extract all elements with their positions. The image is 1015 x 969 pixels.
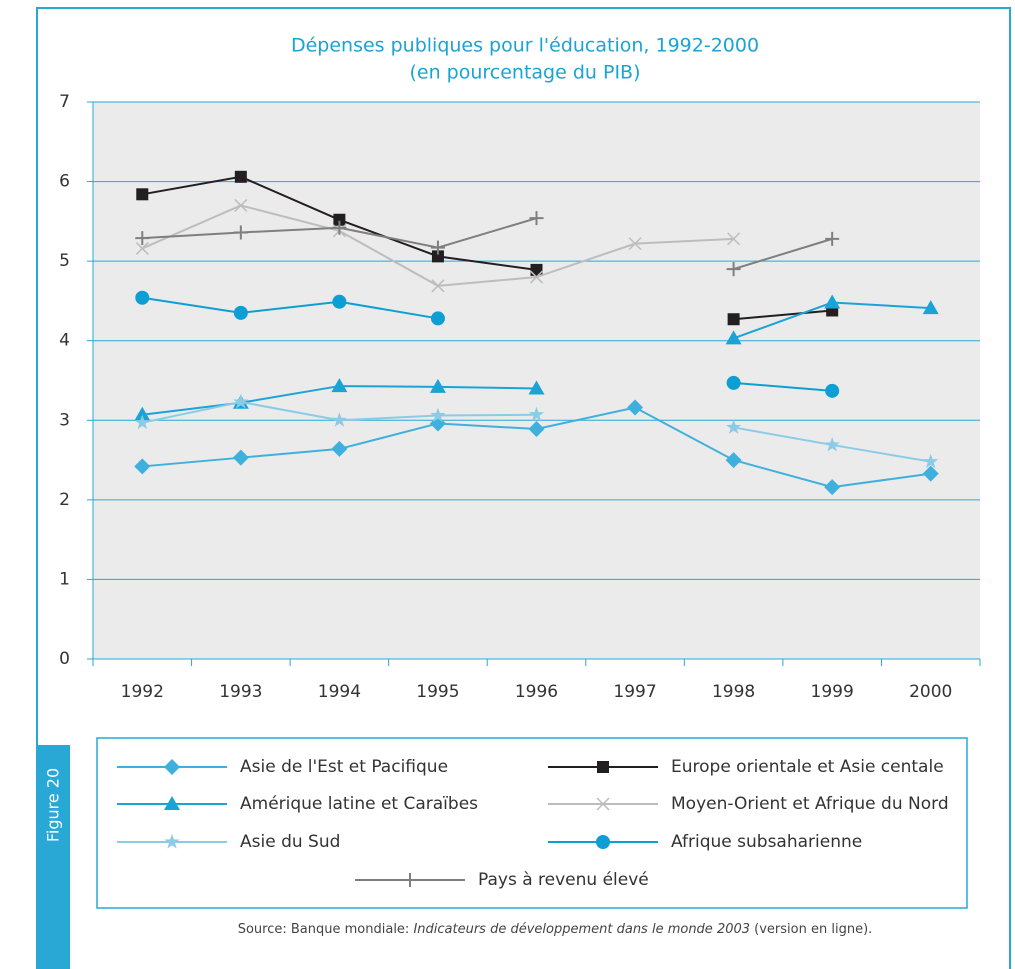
legend-label: Amérique latine et Caraïbes [240, 794, 478, 814]
marker [726, 375, 741, 390]
legend-label: Afrique subsaharienne [671, 832, 862, 852]
marker [429, 378, 446, 393]
x-tick-label: 1999 [811, 682, 854, 702]
marker [627, 399, 644, 416]
marker [529, 211, 544, 226]
x-tick-label: 1995 [416, 682, 459, 702]
marker [528, 406, 545, 422]
marker [331, 412, 347, 427]
marker [825, 231, 840, 246]
x-tick-label: 1994 [318, 682, 361, 702]
y-tick-label: 1 [59, 569, 70, 589]
marker [430, 407, 446, 422]
marker [332, 294, 347, 309]
x-tick-label: 1996 [515, 682, 558, 702]
y-tick-label: 2 [59, 490, 70, 510]
y-tick-label: 0 [59, 649, 70, 669]
marker [824, 437, 840, 452]
figure-box [37, 745, 70, 969]
marker [234, 170, 247, 183]
marker [134, 406, 151, 421]
marker [332, 220, 347, 235]
x-tick-label: 1993 [219, 682, 262, 702]
marker [164, 759, 180, 775]
marker [232, 449, 249, 466]
marker [725, 452, 742, 469]
marker [726, 419, 742, 434]
x-tick-label: 1997 [613, 682, 656, 702]
marker [727, 313, 740, 326]
marker [597, 761, 609, 773]
marker [164, 796, 180, 810]
y-tick-label: 3 [59, 410, 70, 430]
marker [725, 330, 742, 345]
marker [726, 262, 741, 277]
source-prefix: Source: Banque mondiale: [238, 922, 414, 937]
y-tick-label: 7 [59, 92, 70, 112]
marker [628, 237, 642, 251]
x-tick-label: 1992 [121, 682, 164, 702]
marker [824, 479, 841, 496]
series-line [142, 296, 833, 392]
y-tick-label: 5 [59, 251, 70, 271]
source-suffix: (version en ligne). [750, 922, 872, 937]
marker [528, 380, 545, 395]
legend-label: Europe orientale et Asie centale [671, 757, 944, 777]
marker [596, 797, 610, 811]
marker [429, 415, 446, 432]
legend-box [96, 737, 968, 909]
marker [134, 414, 150, 430]
marker [431, 279, 445, 293]
legend-label: Asie de l'Est et Pacifique [240, 757, 448, 777]
marker [530, 263, 543, 276]
marker [136, 188, 149, 201]
marker [923, 453, 939, 469]
y-tick-label: 6 [59, 172, 70, 192]
marker [164, 834, 180, 849]
marker [825, 383, 840, 398]
legend-label: Moyen-Orient et Afrique du Nord [671, 794, 949, 814]
marker [922, 465, 939, 482]
marker [233, 225, 248, 240]
marker [234, 198, 248, 212]
marker [431, 250, 444, 263]
marker [331, 440, 348, 457]
marker [403, 873, 417, 887]
marker [233, 394, 249, 409]
marker [134, 458, 151, 475]
marker [727, 232, 741, 246]
marker [333, 213, 346, 226]
marker [331, 378, 348, 393]
chart-subtitle: (en pourcentage du PIB) [409, 62, 640, 84]
frame [36, 7, 1011, 969]
marker [135, 290, 150, 305]
marker [529, 270, 544, 284]
y-tick-label: 4 [59, 331, 70, 351]
marker [824, 294, 841, 309]
x-tick-label: 2000 [909, 682, 952, 702]
marker [922, 300, 939, 315]
marker [430, 240, 445, 255]
legend-label: Asie du Sud [240, 832, 340, 852]
chart-title: Dépenses publiques pour l'éducation, 199… [291, 35, 759, 57]
x-tick-label: 1998 [712, 682, 755, 702]
marker [430, 311, 445, 326]
marker [528, 421, 545, 438]
source-title: Indicateurs de développement dans le mon… [413, 922, 750, 937]
marker [135, 231, 150, 246]
marker [233, 305, 248, 320]
source: Source: Banque mondiale: Indicateurs de … [238, 922, 873, 937]
marker [596, 835, 610, 849]
legend-label: Pays à revenu élevé [478, 870, 649, 890]
figure-label: Figure 20 [44, 768, 63, 842]
marker [135, 241, 149, 255]
